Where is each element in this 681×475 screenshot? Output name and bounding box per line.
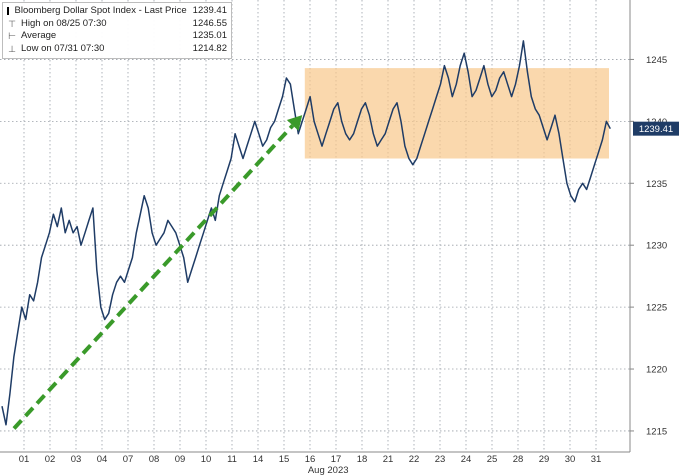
legend-label: High on 08/25 07:30 bbox=[21, 17, 107, 29]
trend-arrow-head bbox=[286, 115, 303, 131]
x-tick-label: 01 bbox=[19, 454, 30, 465]
x-tick-label: 29 bbox=[539, 454, 550, 465]
x-tick-label: 21 bbox=[383, 454, 394, 465]
last-price-marker bbox=[633, 121, 679, 136]
legend-label: Low on 07/31 07:30 bbox=[21, 42, 105, 54]
y-tick-label: 1230 bbox=[646, 241, 667, 252]
y-tick-label: 1215 bbox=[646, 426, 667, 437]
price-series-line bbox=[1, 40, 611, 426]
x-tick-label: 07 bbox=[123, 454, 134, 465]
x-tick-label: 16 bbox=[305, 454, 316, 465]
average-marker-icon: ⊢ bbox=[8, 31, 16, 41]
high-marker-icon: ⊤ bbox=[8, 18, 16, 29]
x-tick-label: 25 bbox=[487, 454, 498, 465]
y-tick-label: 1245 bbox=[646, 55, 667, 66]
trend-arrow-shaft bbox=[12, 124, 295, 430]
last-price-swatch-icon bbox=[7, 7, 9, 16]
x-tick-label: 10 bbox=[201, 454, 212, 465]
x-tick-label: 03 bbox=[71, 454, 82, 465]
x-tick-label: 22 bbox=[409, 454, 420, 465]
legend-value: 1246.55 bbox=[192, 17, 227, 29]
x-axis-label: Aug 2023 bbox=[308, 465, 349, 475]
x-tick-label: 31 bbox=[591, 454, 602, 465]
x-tick-label: 04 bbox=[97, 454, 108, 465]
x-tick-label: 23 bbox=[435, 454, 446, 465]
x-tick-label: 15 bbox=[279, 454, 290, 465]
chart-legend: Bloomberg Dollar Spot Index - Last Price… bbox=[2, 2, 232, 59]
y-tick-label: 1220 bbox=[646, 365, 667, 376]
legend-row-last-price: Bloomberg Dollar Spot Index - Last Price… bbox=[7, 5, 227, 18]
y-tick-label: 1235 bbox=[646, 179, 667, 190]
legend-row-low: ⊥ Low on 07/31 07:30 1214.82 bbox=[7, 43, 227, 56]
x-tick-label: 09 bbox=[175, 454, 186, 465]
legend-value: 1235.01 bbox=[192, 30, 227, 41]
x-tick-label: 28 bbox=[513, 454, 524, 465]
legend-value: 1239.41 bbox=[192, 5, 227, 16]
legend-label: Bloomberg Dollar Spot Index - Last Price bbox=[14, 5, 187, 16]
low-marker-icon: ⊥ bbox=[8, 43, 16, 54]
x-tick-label: 30 bbox=[565, 454, 576, 465]
legend-row-high: ⊤ High on 08/25 07:30 1246.55 bbox=[7, 18, 227, 31]
legend-value: 1214.82 bbox=[192, 42, 227, 54]
x-tick-label: 24 bbox=[461, 454, 472, 465]
legend-row-average: ⊢ Average 1235.01 bbox=[7, 30, 227, 43]
last-price-label: 1239.41 bbox=[639, 124, 673, 135]
x-tick-label: 14 bbox=[253, 454, 264, 465]
legend-label: Average bbox=[21, 30, 57, 41]
x-tick-label: 18 bbox=[357, 454, 368, 465]
x-tick-label: 11 bbox=[227, 454, 237, 465]
x-tick-label: 02 bbox=[45, 454, 56, 465]
x-tick-label: 17 bbox=[331, 454, 342, 465]
y-tick-label: 1225 bbox=[646, 303, 667, 314]
x-tick-label: 08 bbox=[149, 454, 160, 465]
